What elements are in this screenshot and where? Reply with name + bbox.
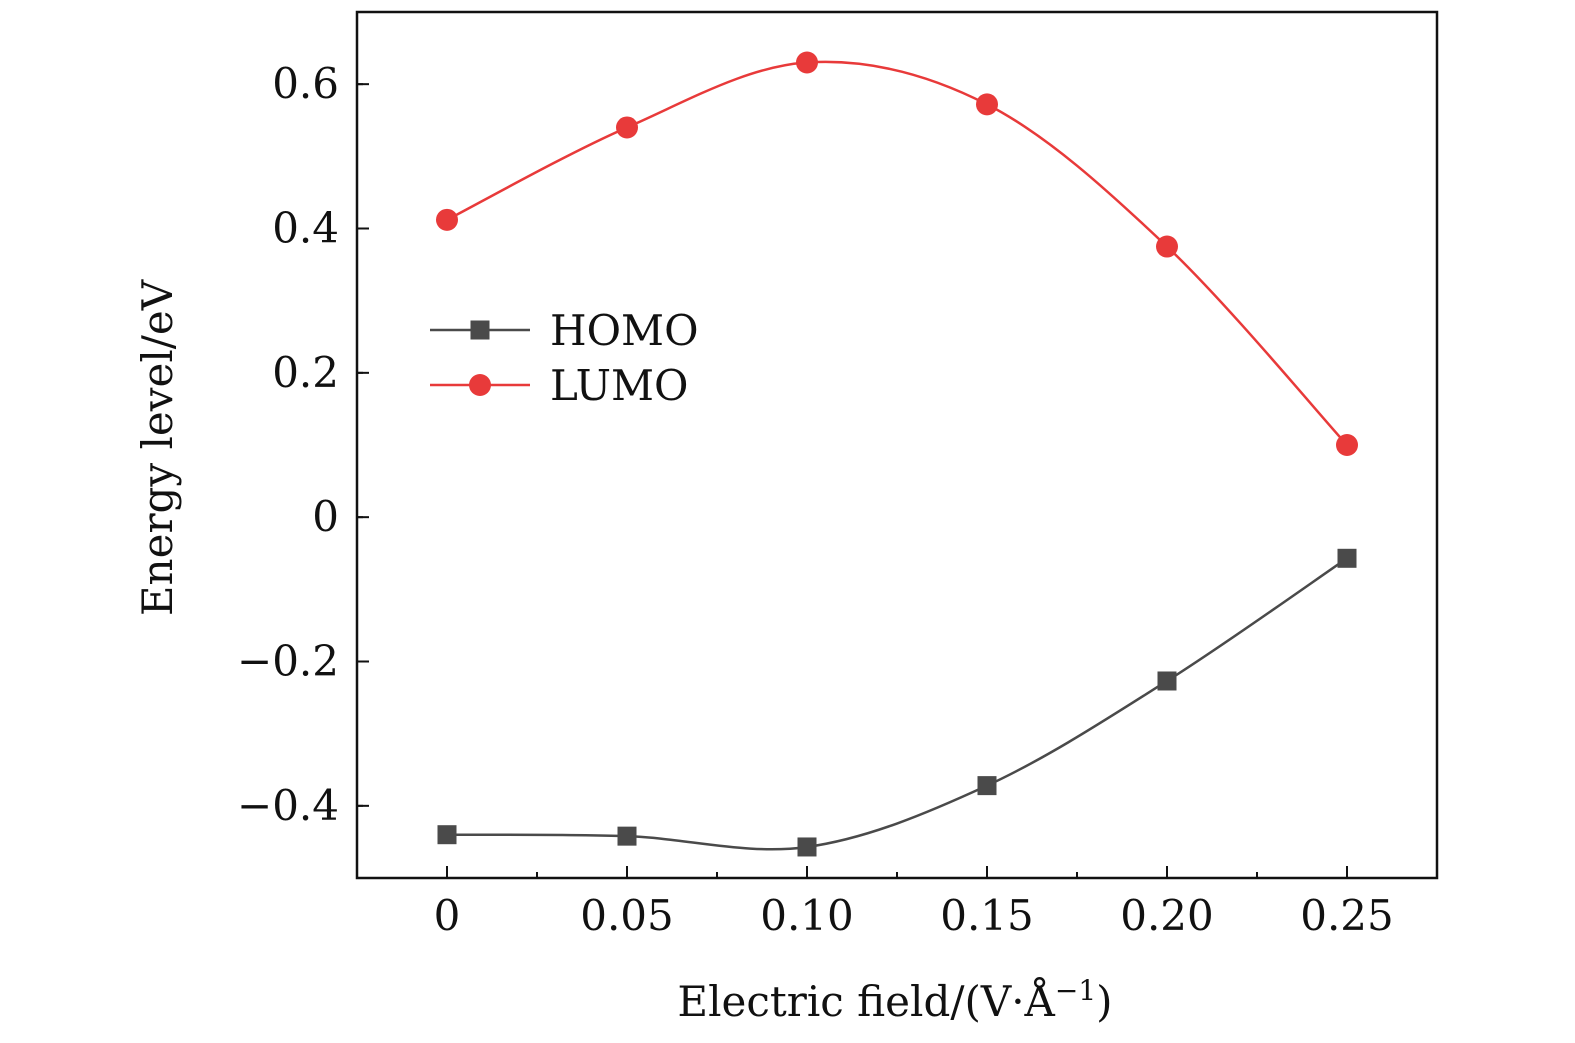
lumo-data-point <box>1156 235 1178 258</box>
homo-data-point <box>1157 671 1177 691</box>
lumo-data-point <box>796 51 818 74</box>
homo-data-point <box>1337 548 1357 568</box>
lumo-series-line <box>446 60 1348 446</box>
homo-series-line <box>446 557 1348 851</box>
y-axis-title: Energy level/eV <box>133 279 182 616</box>
x-tick-label: 0 <box>434 891 461 940</box>
legend-lumo-marker <box>469 374 491 396</box>
plot-frame <box>355 10 1439 880</box>
homo-data-point <box>617 826 637 846</box>
x-axis-title: Electric field/(V·Å−1) <box>677 974 1112 1026</box>
y-axis: −0.4 −0.2 0 0.2 0.4 0.6 <box>237 59 369 830</box>
lumo-data-point <box>436 208 458 231</box>
legend: HOMO LUMO <box>430 306 699 410</box>
plot-markers <box>436 51 1358 857</box>
lumo-data-point <box>616 116 638 139</box>
x-axis-title-exponent: −1 <box>1055 974 1096 1007</box>
homo-data-point <box>797 837 817 857</box>
homo-data-point <box>977 776 997 796</box>
y-tick-label: 0.4 <box>272 204 339 253</box>
y-tick-label: 0 <box>312 492 339 541</box>
y-tick-label: 0.2 <box>272 348 339 397</box>
x-tick-label: 0.05 <box>580 891 674 940</box>
x-tick-label: 0.10 <box>760 891 854 940</box>
plot-lines <box>446 60 1348 851</box>
y-tick-label: −0.4 <box>237 781 339 830</box>
x-tick-label: 0.15 <box>940 891 1034 940</box>
x-tick-label: 0.25 <box>1300 891 1394 940</box>
x-axis: 0 0.05 0.10 0.15 0.20 0.25 <box>434 866 1394 940</box>
legend-homo-label: HOMO <box>550 306 699 355</box>
lumo-data-point <box>1336 434 1358 456</box>
y-tick-label: −0.2 <box>237 637 339 686</box>
y-tick-label: 0.6 <box>272 59 339 108</box>
legend-lumo-label: LUMO <box>550 361 688 410</box>
lumo-data-point <box>976 93 998 116</box>
homo-data-point <box>437 825 457 845</box>
x-tick-label: 0.20 <box>1120 891 1214 940</box>
legend-homo-marker <box>470 320 490 340</box>
